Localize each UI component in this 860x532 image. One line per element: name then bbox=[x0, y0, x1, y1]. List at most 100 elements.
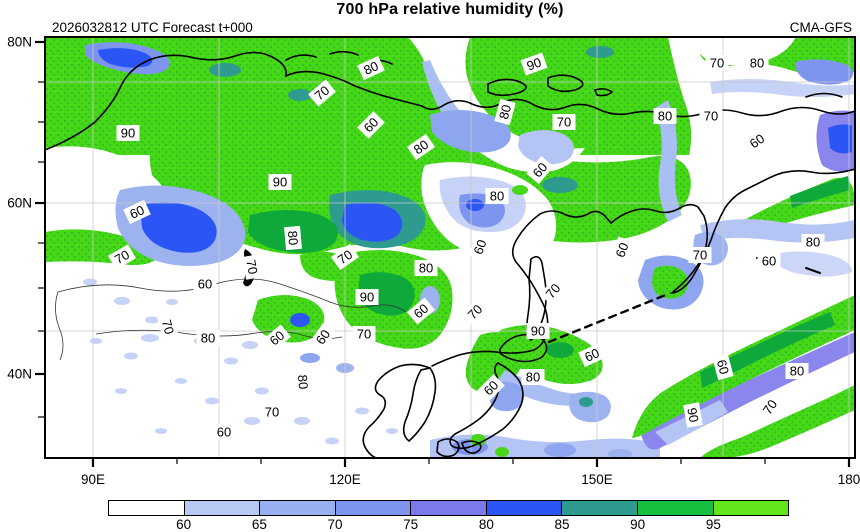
contour-label: 80 bbox=[196, 330, 220, 346]
humidity-colorbar bbox=[108, 500, 789, 516]
contour-label: 70 bbox=[552, 114, 576, 130]
contour-label: 90 bbox=[520, 52, 548, 76]
contour-label: 60 bbox=[757, 253, 781, 269]
svg-text:90: 90 bbox=[273, 175, 287, 190]
y-tick-label: 60N bbox=[7, 196, 32, 211]
contour-label: 60 bbox=[712, 353, 734, 381]
contour-label: 80 bbox=[521, 369, 545, 385]
svg-text:70: 70 bbox=[159, 318, 177, 336]
model-name-label: CMA-GFS bbox=[789, 20, 852, 35]
contour-label: 90 bbox=[683, 402, 703, 428]
colorbar-level-label: 60 bbox=[176, 517, 192, 532]
contour-label: 70 bbox=[461, 298, 489, 326]
contour-label: 60 bbox=[477, 374, 505, 402]
colorbar-level-label: 95 bbox=[705, 517, 721, 532]
contour-label: 60 bbox=[309, 322, 337, 352]
contour-label: 70 bbox=[108, 244, 136, 270]
contour-label: 60 bbox=[193, 276, 217, 292]
colorbar-segment bbox=[335, 501, 412, 515]
svg-text:80: 80 bbox=[490, 189, 504, 204]
svg-text:70: 70 bbox=[112, 247, 132, 267]
svg-text:80: 80 bbox=[790, 364, 804, 379]
contour-label: 80 bbox=[406, 133, 436, 161]
contour-label: 80 bbox=[653, 108, 677, 124]
svg-text:60: 60 bbox=[762, 254, 776, 269]
contour-label: 70 bbox=[157, 313, 179, 341]
svg-text:70: 70 bbox=[357, 327, 371, 342]
contour-label: 70 bbox=[539, 277, 567, 305]
svg-text:60: 60 bbox=[198, 277, 212, 292]
colorbar-segment bbox=[184, 501, 261, 515]
svg-text:80: 80 bbox=[806, 235, 820, 250]
colorbar-level-label: 85 bbox=[554, 517, 570, 532]
colorbar-segment bbox=[562, 501, 638, 515]
colorbar-segment bbox=[411, 501, 487, 515]
forecast-init-label: 2026032812 UTC Forecast t+000 bbox=[52, 20, 253, 35]
svg-text:90: 90 bbox=[684, 407, 701, 424]
contour-label: 60 bbox=[742, 127, 772, 155]
contour-label: 90 bbox=[268, 174, 292, 190]
svg-text:80: 80 bbox=[496, 103, 514, 121]
svg-text:90: 90 bbox=[121, 126, 135, 141]
contour-label: 80 bbox=[357, 55, 385, 81]
contour-label: 70 bbox=[308, 79, 336, 107]
svg-text:70: 70 bbox=[335, 247, 355, 268]
contour-label: 80 bbox=[414, 260, 438, 276]
contour-label: 70 bbox=[705, 55, 729, 71]
svg-text:80: 80 bbox=[750, 56, 764, 71]
svg-text:70: 70 bbox=[710, 56, 724, 71]
svg-text:60: 60 bbox=[582, 345, 601, 365]
y-tick-label: 80N bbox=[7, 35, 32, 50]
x-tick-label: 180 bbox=[838, 472, 860, 487]
svg-text:60: 60 bbox=[313, 327, 334, 347]
svg-text:80: 80 bbox=[526, 370, 540, 385]
contour-label: 60 bbox=[212, 424, 236, 440]
x-tick-label: 90E bbox=[81, 472, 105, 487]
contour-label: 80 bbox=[801, 234, 825, 250]
svg-text:60: 60 bbox=[612, 241, 631, 260]
contour-label: 80 bbox=[294, 369, 312, 395]
map-frame bbox=[44, 36, 856, 459]
humidity-field: 90 80 70 60 80 90 80 70 80 70 60 70 80 60 80 90 60 80 70 70… bbox=[45, 37, 855, 458]
contour-label: 60 bbox=[468, 233, 492, 261]
colorbar-level-label: 65 bbox=[251, 517, 267, 532]
contour-label: 80 bbox=[785, 363, 809, 379]
contour-label: 60 bbox=[357, 111, 385, 139]
page-title: 700 hPa relative humidity (%) bbox=[336, 1, 564, 18]
colorbar-segment bbox=[260, 501, 336, 515]
colorbar-segment bbox=[637, 501, 714, 515]
svg-text:90: 90 bbox=[360, 290, 374, 305]
contour-label: 60 bbox=[263, 324, 291, 352]
graticule bbox=[45, 37, 855, 458]
contour-label: 70 bbox=[352, 326, 376, 342]
svg-text:90: 90 bbox=[525, 54, 544, 73]
contour-label: 60 bbox=[526, 156, 554, 184]
contour-label: 60 bbox=[123, 199, 151, 225]
contour-label: 60 bbox=[610, 236, 634, 264]
svg-text:70: 70 bbox=[704, 109, 718, 124]
contour-label: 80 bbox=[745, 55, 769, 71]
svg-text:70: 70 bbox=[693, 248, 707, 263]
contour-labels: 90 80 70 60 80 90 80 70 80 70 60 70 80 60 80 90 60 80 70 70… bbox=[108, 52, 825, 440]
svg-text:80: 80 bbox=[658, 109, 672, 124]
x-tick-label: 120E bbox=[329, 472, 361, 487]
contour-label: 80 bbox=[494, 98, 516, 126]
contour-label: 80 bbox=[284, 225, 302, 251]
contour-label: 70 bbox=[242, 254, 262, 280]
contour-label: 70 bbox=[699, 108, 723, 124]
svg-text:80: 80 bbox=[361, 58, 380, 78]
colorbar-segment bbox=[713, 501, 789, 515]
svg-text:90: 90 bbox=[531, 324, 545, 339]
svg-text:80: 80 bbox=[419, 261, 433, 276]
svg-text:60: 60 bbox=[714, 358, 732, 376]
contour-label: 70 bbox=[688, 247, 712, 263]
svg-text:70: 70 bbox=[243, 259, 260, 276]
svg-text:80: 80 bbox=[295, 374, 311, 390]
y-tick-label: 40N bbox=[7, 367, 32, 382]
contour-label: 60 bbox=[578, 342, 606, 368]
svg-text:80: 80 bbox=[285, 230, 301, 246]
contour-label: 70 bbox=[756, 392, 784, 422]
